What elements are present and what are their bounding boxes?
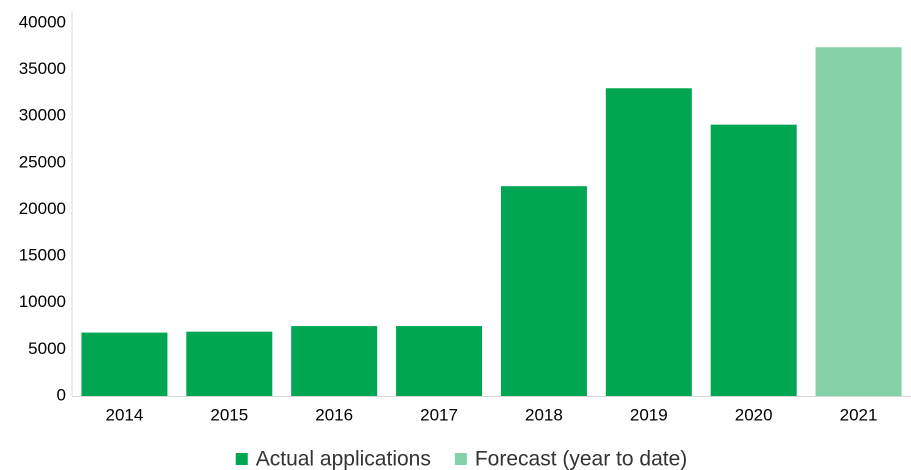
bar xyxy=(291,326,378,396)
x-tick-label: 2017 xyxy=(420,405,458,424)
bar xyxy=(500,186,587,396)
y-tick-label: 15000 xyxy=(19,246,66,265)
legend-swatch xyxy=(235,453,248,465)
x-tick-label: 2021 xyxy=(840,405,878,424)
legend: Actual applications Forecast (year to dat… xyxy=(235,448,687,470)
x-tick-label: 2019 xyxy=(630,405,668,424)
y-tick-label: 10000 xyxy=(19,292,66,311)
legend-swatch xyxy=(454,453,467,465)
x-tick-label: 2016 xyxy=(315,405,353,424)
bar xyxy=(605,88,692,397)
bar xyxy=(710,124,797,396)
y-tick-label: 35000 xyxy=(19,59,66,78)
legend-label: Forecast (year to date) xyxy=(475,448,687,470)
bar xyxy=(186,331,273,396)
bar xyxy=(396,326,483,396)
bar xyxy=(81,332,168,396)
x-tick-label: 2020 xyxy=(735,405,773,424)
y-tick-label: 30000 xyxy=(19,106,66,125)
legend-label: Actual applications xyxy=(256,448,431,470)
y-tick-label: 25000 xyxy=(19,152,66,171)
y-tick-label: 0 xyxy=(57,385,66,404)
legend-item: Actual applications xyxy=(235,448,431,470)
y-tick-label: 40000 xyxy=(19,12,66,31)
x-tick-label: 2018 xyxy=(525,405,563,424)
y-tick-label: 5000 xyxy=(28,339,66,358)
y-tick-label: 20000 xyxy=(19,199,66,218)
x-tick-label: 2015 xyxy=(210,405,248,424)
x-tick-label: 2014 xyxy=(106,405,144,424)
legend-item: Forecast (year to date) xyxy=(454,448,687,470)
bar xyxy=(815,47,902,397)
